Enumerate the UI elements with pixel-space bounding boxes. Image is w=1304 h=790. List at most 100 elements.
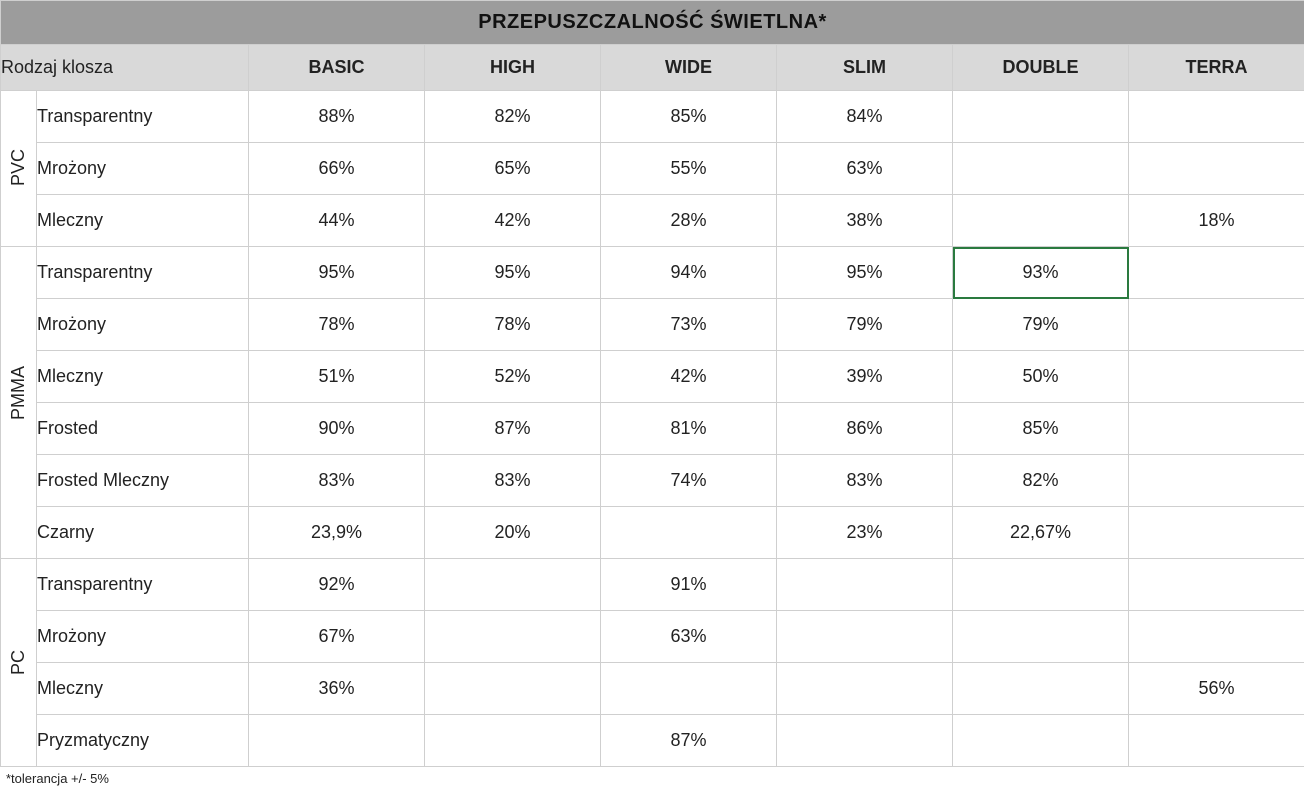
cell-value: 63% bbox=[777, 143, 953, 195]
cell-value: 95% bbox=[777, 247, 953, 299]
cell-value bbox=[1129, 351, 1304, 403]
cell-value: 50% bbox=[953, 351, 1129, 403]
row-label: Transparentny bbox=[37, 91, 249, 143]
cell-value: 94% bbox=[601, 247, 777, 299]
cell-value bbox=[953, 143, 1129, 195]
cell-value bbox=[1129, 611, 1304, 663]
cell-value bbox=[425, 663, 601, 715]
cell-value: 81% bbox=[601, 403, 777, 455]
cell-value: 79% bbox=[777, 299, 953, 351]
cell-value: 73% bbox=[601, 299, 777, 351]
cell-value bbox=[953, 559, 1129, 611]
table-row: Pryzmatyczny 87% bbox=[1, 715, 1304, 767]
row-label: Frosted Mleczny bbox=[37, 455, 249, 507]
row-label: Mleczny bbox=[37, 195, 249, 247]
cell-value: 91% bbox=[601, 559, 777, 611]
cell-value: 22,67% bbox=[953, 507, 1129, 559]
cell-value: 90% bbox=[249, 403, 425, 455]
cell-value: 95% bbox=[249, 247, 425, 299]
cell-value: 56% bbox=[1129, 663, 1304, 715]
row-label: Transparentny bbox=[37, 559, 249, 611]
cell-value bbox=[1129, 507, 1304, 559]
group-label-pmma: PMMA bbox=[1, 247, 37, 559]
table-row: Frosted Mleczny83%83%74%83%82% bbox=[1, 455, 1304, 507]
transmittance-table: PRZEPUSZCZALNOŚĆ ŚWIETLNA*Rodzaj kloszaB… bbox=[0, 0, 1304, 767]
cell-value bbox=[953, 611, 1129, 663]
cell-value: 83% bbox=[777, 455, 953, 507]
cell-value bbox=[425, 559, 601, 611]
table-row: Czarny23,9%20%23%22,67% bbox=[1, 507, 1304, 559]
table-row: PMMATransparentny95%95%94%95%93% bbox=[1, 247, 1304, 299]
cell-value bbox=[1129, 143, 1304, 195]
table-row: Mrożony67% 63% bbox=[1, 611, 1304, 663]
cell-value: 78% bbox=[425, 299, 601, 351]
cell-value bbox=[777, 611, 953, 663]
cell-value bbox=[1129, 455, 1304, 507]
cell-value: 79% bbox=[953, 299, 1129, 351]
cell-value: 95% bbox=[425, 247, 601, 299]
table-row: Mleczny51%52%42%39%50% bbox=[1, 351, 1304, 403]
table-header-wide: WIDE bbox=[601, 45, 777, 91]
table-header-slim: SLIM bbox=[777, 45, 953, 91]
row-label: Czarny bbox=[37, 507, 249, 559]
cell-value: 78% bbox=[249, 299, 425, 351]
cell-value: 88% bbox=[249, 91, 425, 143]
table-header-basic: BASIC bbox=[249, 45, 425, 91]
cell-value: 38% bbox=[777, 195, 953, 247]
cell-value bbox=[777, 715, 953, 767]
cell-value: 67% bbox=[249, 611, 425, 663]
row-label: Mrożony bbox=[37, 611, 249, 663]
cell-value bbox=[249, 715, 425, 767]
row-label: Mleczny bbox=[37, 351, 249, 403]
cell-value: 18% bbox=[1129, 195, 1304, 247]
table-header-double: DOUBLE bbox=[953, 45, 1129, 91]
cell-value: 63% bbox=[601, 611, 777, 663]
row-label: Mrożony bbox=[37, 143, 249, 195]
cell-value: 87% bbox=[601, 715, 777, 767]
row-label: Mleczny bbox=[37, 663, 249, 715]
cell-value bbox=[1129, 559, 1304, 611]
cell-value: 55% bbox=[601, 143, 777, 195]
cell-value: 74% bbox=[601, 455, 777, 507]
table-row: Mleczny36% 56% bbox=[1, 663, 1304, 715]
table-row: Frosted90%87%81%86%85% bbox=[1, 403, 1304, 455]
cell-value: 82% bbox=[425, 91, 601, 143]
cell-value: 42% bbox=[601, 351, 777, 403]
cell-value: 52% bbox=[425, 351, 601, 403]
cell-value: 23,9% bbox=[249, 507, 425, 559]
cell-value bbox=[1129, 247, 1304, 299]
cell-value: 65% bbox=[425, 143, 601, 195]
cell-value bbox=[1129, 403, 1304, 455]
table-row: Mrożony66%65%55%63% bbox=[1, 143, 1304, 195]
table-row: Mleczny44%42%28%38%18% bbox=[1, 195, 1304, 247]
table-header-high: HIGH bbox=[425, 45, 601, 91]
cell-value: 39% bbox=[777, 351, 953, 403]
row-label: Transparentny bbox=[37, 247, 249, 299]
cell-value: 85% bbox=[953, 403, 1129, 455]
cell-value bbox=[601, 663, 777, 715]
cell-value bbox=[953, 91, 1129, 143]
group-label-pvc: PVC bbox=[1, 91, 37, 247]
table-row: PCTransparentny92%91% bbox=[1, 559, 1304, 611]
footnote: *tolerancja +/- 5% bbox=[0, 767, 1304, 790]
cell-value bbox=[425, 715, 601, 767]
row-label: Pryzmatyczny bbox=[37, 715, 249, 767]
cell-value: 83% bbox=[425, 455, 601, 507]
cell-value bbox=[425, 611, 601, 663]
table-row: Mrożony78%78%73%79%79% bbox=[1, 299, 1304, 351]
table-row: PVCTransparentny88%82%85%84% bbox=[1, 91, 1304, 143]
cell-value bbox=[1129, 91, 1304, 143]
cell-value: 20% bbox=[425, 507, 601, 559]
cell-value: 83% bbox=[249, 455, 425, 507]
cell-value: 51% bbox=[249, 351, 425, 403]
cell-value: 36% bbox=[249, 663, 425, 715]
table-title: PRZEPUSZCZALNOŚĆ ŚWIETLNA* bbox=[1, 1, 1304, 45]
cell-value: 85% bbox=[601, 91, 777, 143]
cell-value: 93% bbox=[953, 247, 1129, 299]
cell-value: 87% bbox=[425, 403, 601, 455]
cell-value bbox=[777, 559, 953, 611]
table-header-left: Rodzaj klosza bbox=[1, 45, 249, 91]
cell-value: 42% bbox=[425, 195, 601, 247]
row-label: Frosted bbox=[37, 403, 249, 455]
table-header-terra: TERRA bbox=[1129, 45, 1304, 91]
